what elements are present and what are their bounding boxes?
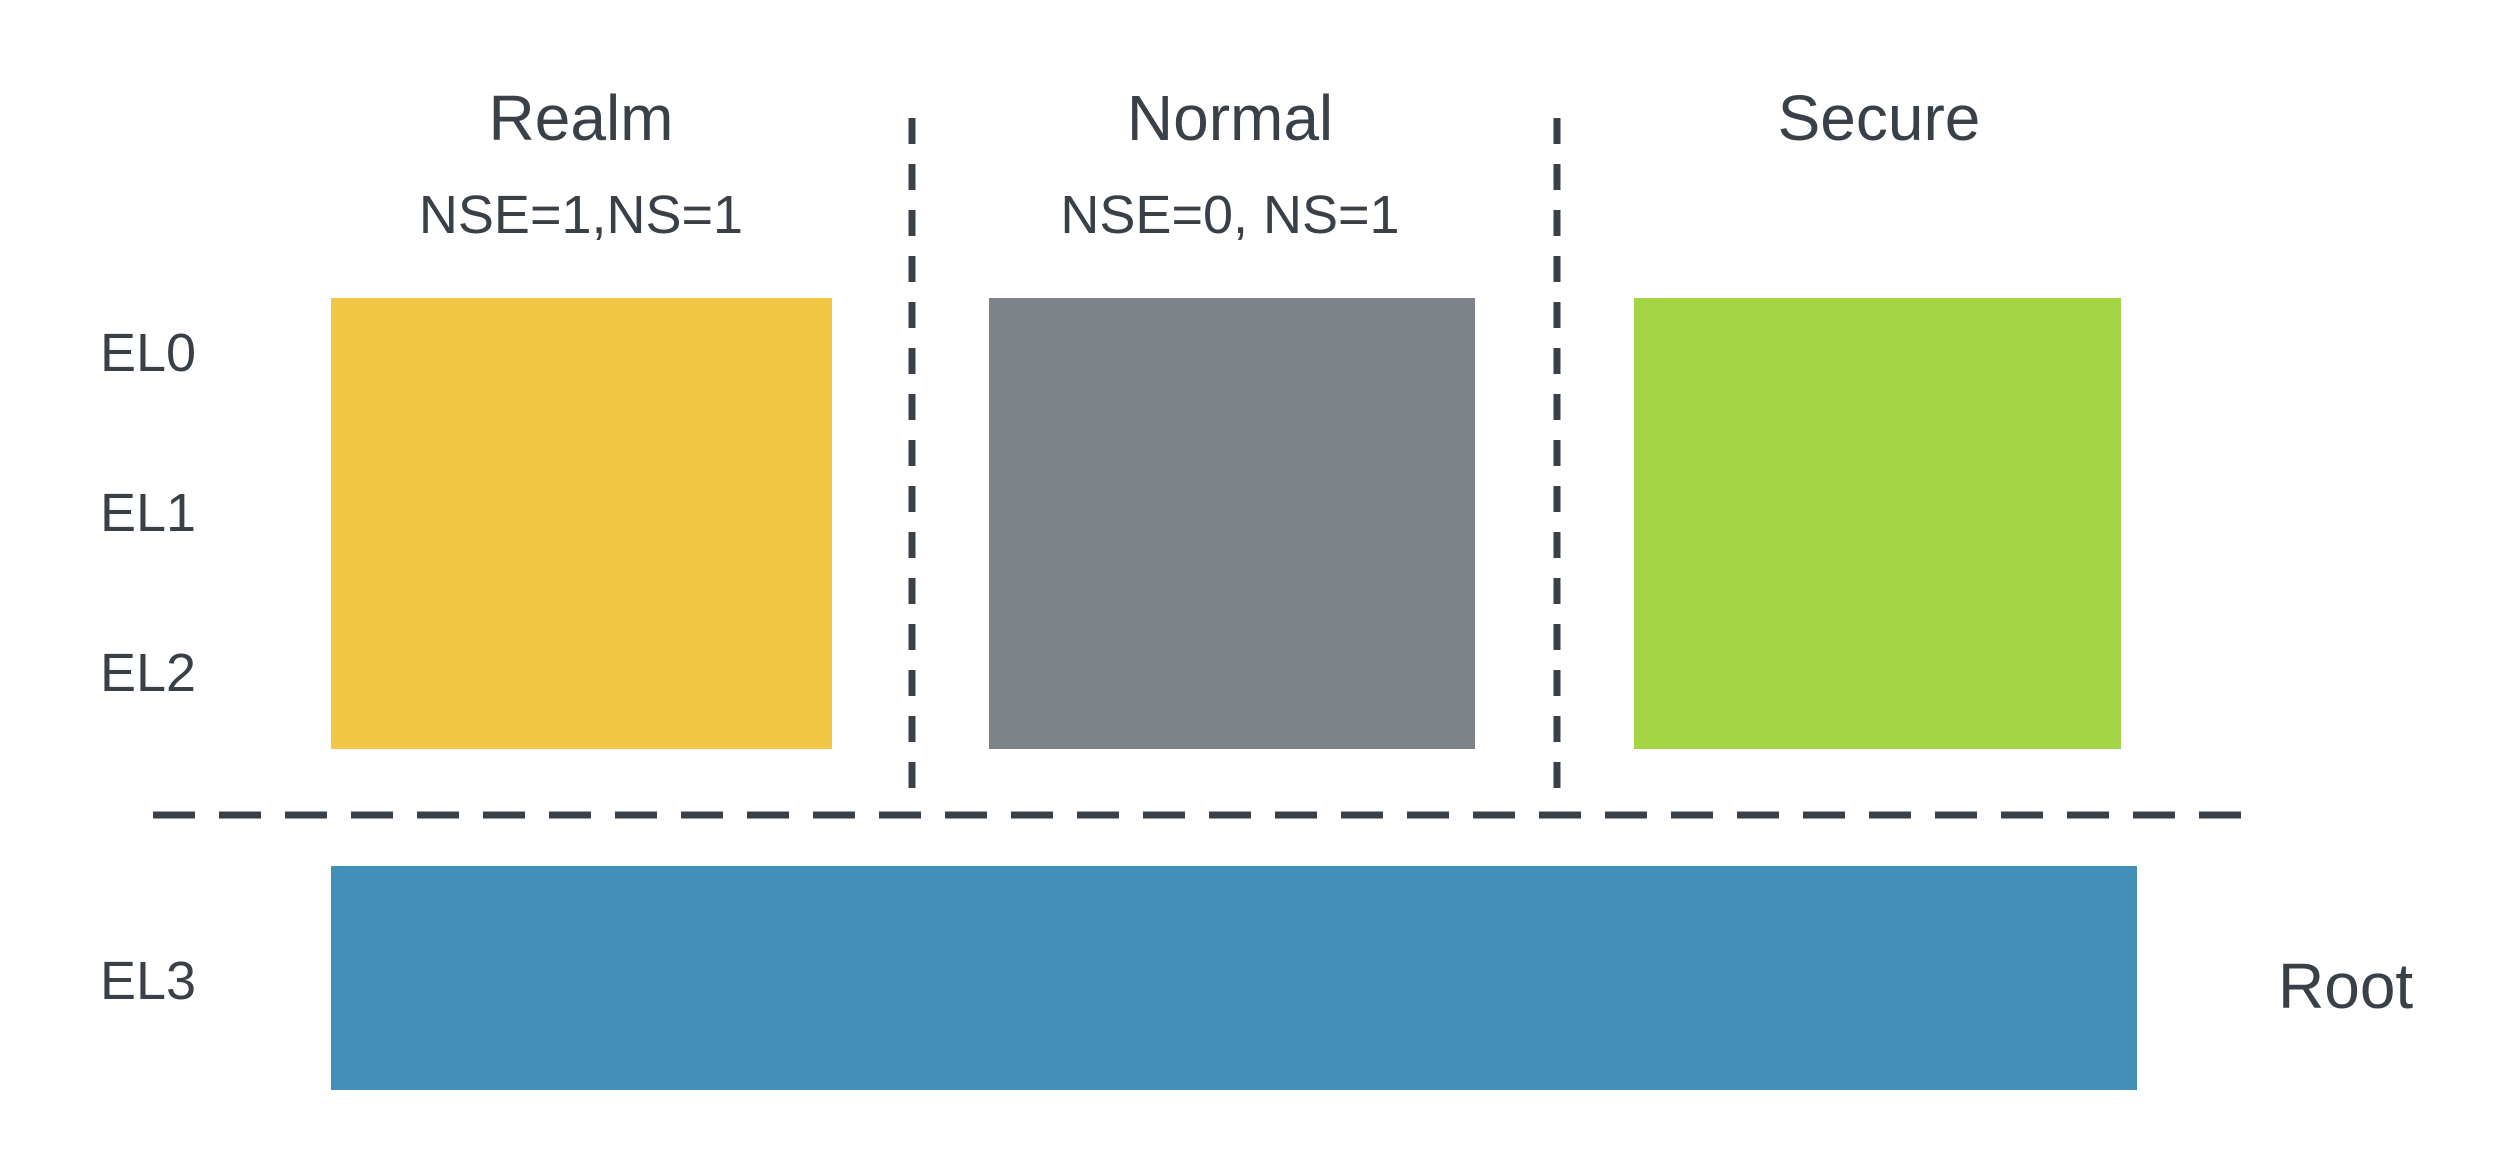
secure-world-title: Secure <box>1777 82 1981 154</box>
normal-world-box <box>989 298 1475 749</box>
root-box <box>331 866 2137 1090</box>
el1-label: EL1 <box>100 483 197 543</box>
realm-world-box <box>331 298 832 749</box>
el3-label: EL3 <box>100 951 197 1011</box>
secure-world-box <box>1634 298 2121 749</box>
el0-label: EL0 <box>100 323 197 383</box>
el2-label: EL2 <box>100 643 197 703</box>
normal-world-title: Normal <box>1126 82 1334 154</box>
realm-world-title: Realm <box>488 82 674 154</box>
realm-world-subtitle: NSE=1,NS=1 <box>418 185 744 245</box>
normal-world-subtitle: NSE=0, NS=1 <box>1060 185 1400 245</box>
root-label: Root <box>2278 950 2414 1022</box>
